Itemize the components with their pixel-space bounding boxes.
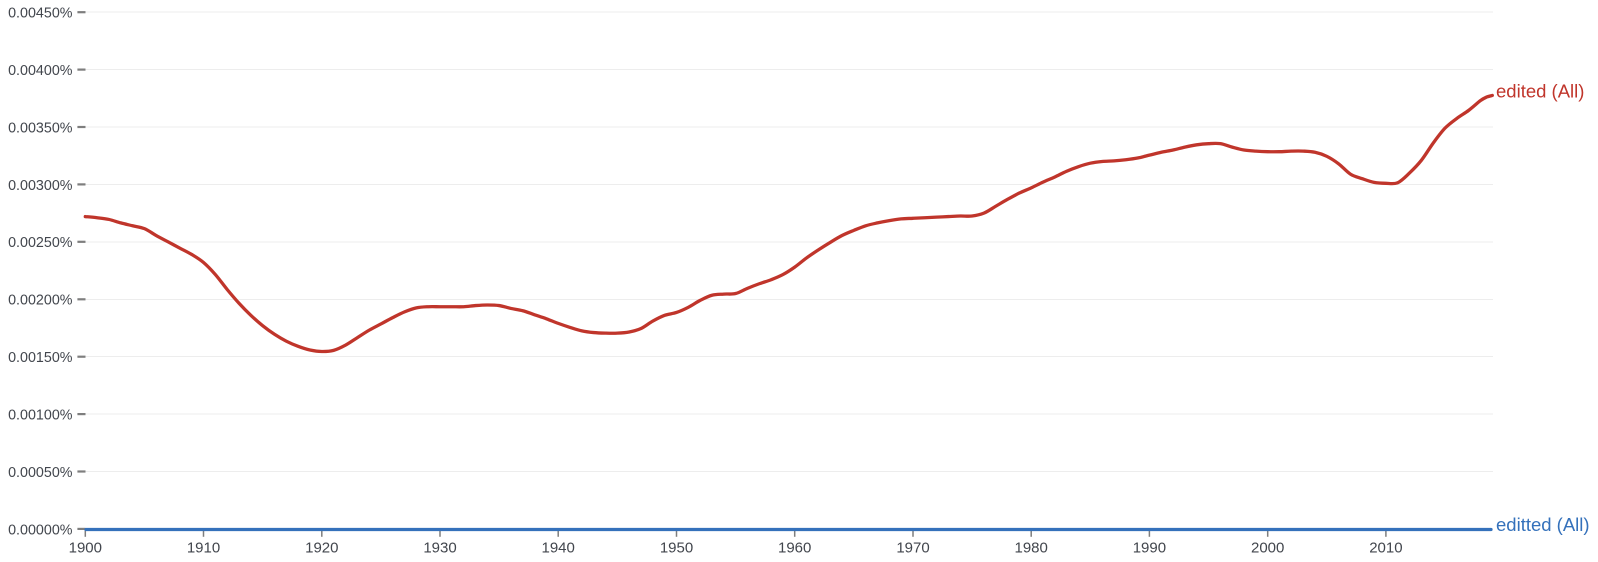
svg-text:1980: 1980 <box>1015 539 1048 556</box>
svg-text:2000: 2000 <box>1251 539 1284 556</box>
svg-text:0.00100%: 0.00100% <box>8 408 73 424</box>
svg-text:0.00200%: 0.00200% <box>8 293 73 309</box>
svg-text:0.00400%: 0.00400% <box>8 63 73 79</box>
svg-text:1950: 1950 <box>660 539 693 556</box>
svg-text:0.00450%: 0.00450% <box>8 6 73 22</box>
svg-text:editted (All): editted (All) <box>1496 514 1590 535</box>
svg-text:1920: 1920 <box>305 539 338 556</box>
svg-text:1900: 1900 <box>69 539 102 556</box>
svg-text:edited (All): edited (All) <box>1496 81 1584 102</box>
svg-text:0.00150%: 0.00150% <box>8 350 73 366</box>
svg-text:2010: 2010 <box>1369 539 1402 556</box>
svg-text:0.00350%: 0.00350% <box>8 120 73 136</box>
svg-text:0.00050%: 0.00050% <box>8 465 73 481</box>
svg-text:1910: 1910 <box>187 539 220 556</box>
svg-text:1970: 1970 <box>896 539 929 556</box>
svg-text:0.00250%: 0.00250% <box>8 235 73 251</box>
svg-text:1930: 1930 <box>423 539 456 556</box>
svg-text:0.00300%: 0.00300% <box>8 178 73 194</box>
svg-text:1990: 1990 <box>1133 539 1166 556</box>
svg-text:1960: 1960 <box>778 539 811 556</box>
svg-text:1940: 1940 <box>542 539 575 556</box>
svg-text:0.00000%: 0.00000% <box>8 522 73 538</box>
